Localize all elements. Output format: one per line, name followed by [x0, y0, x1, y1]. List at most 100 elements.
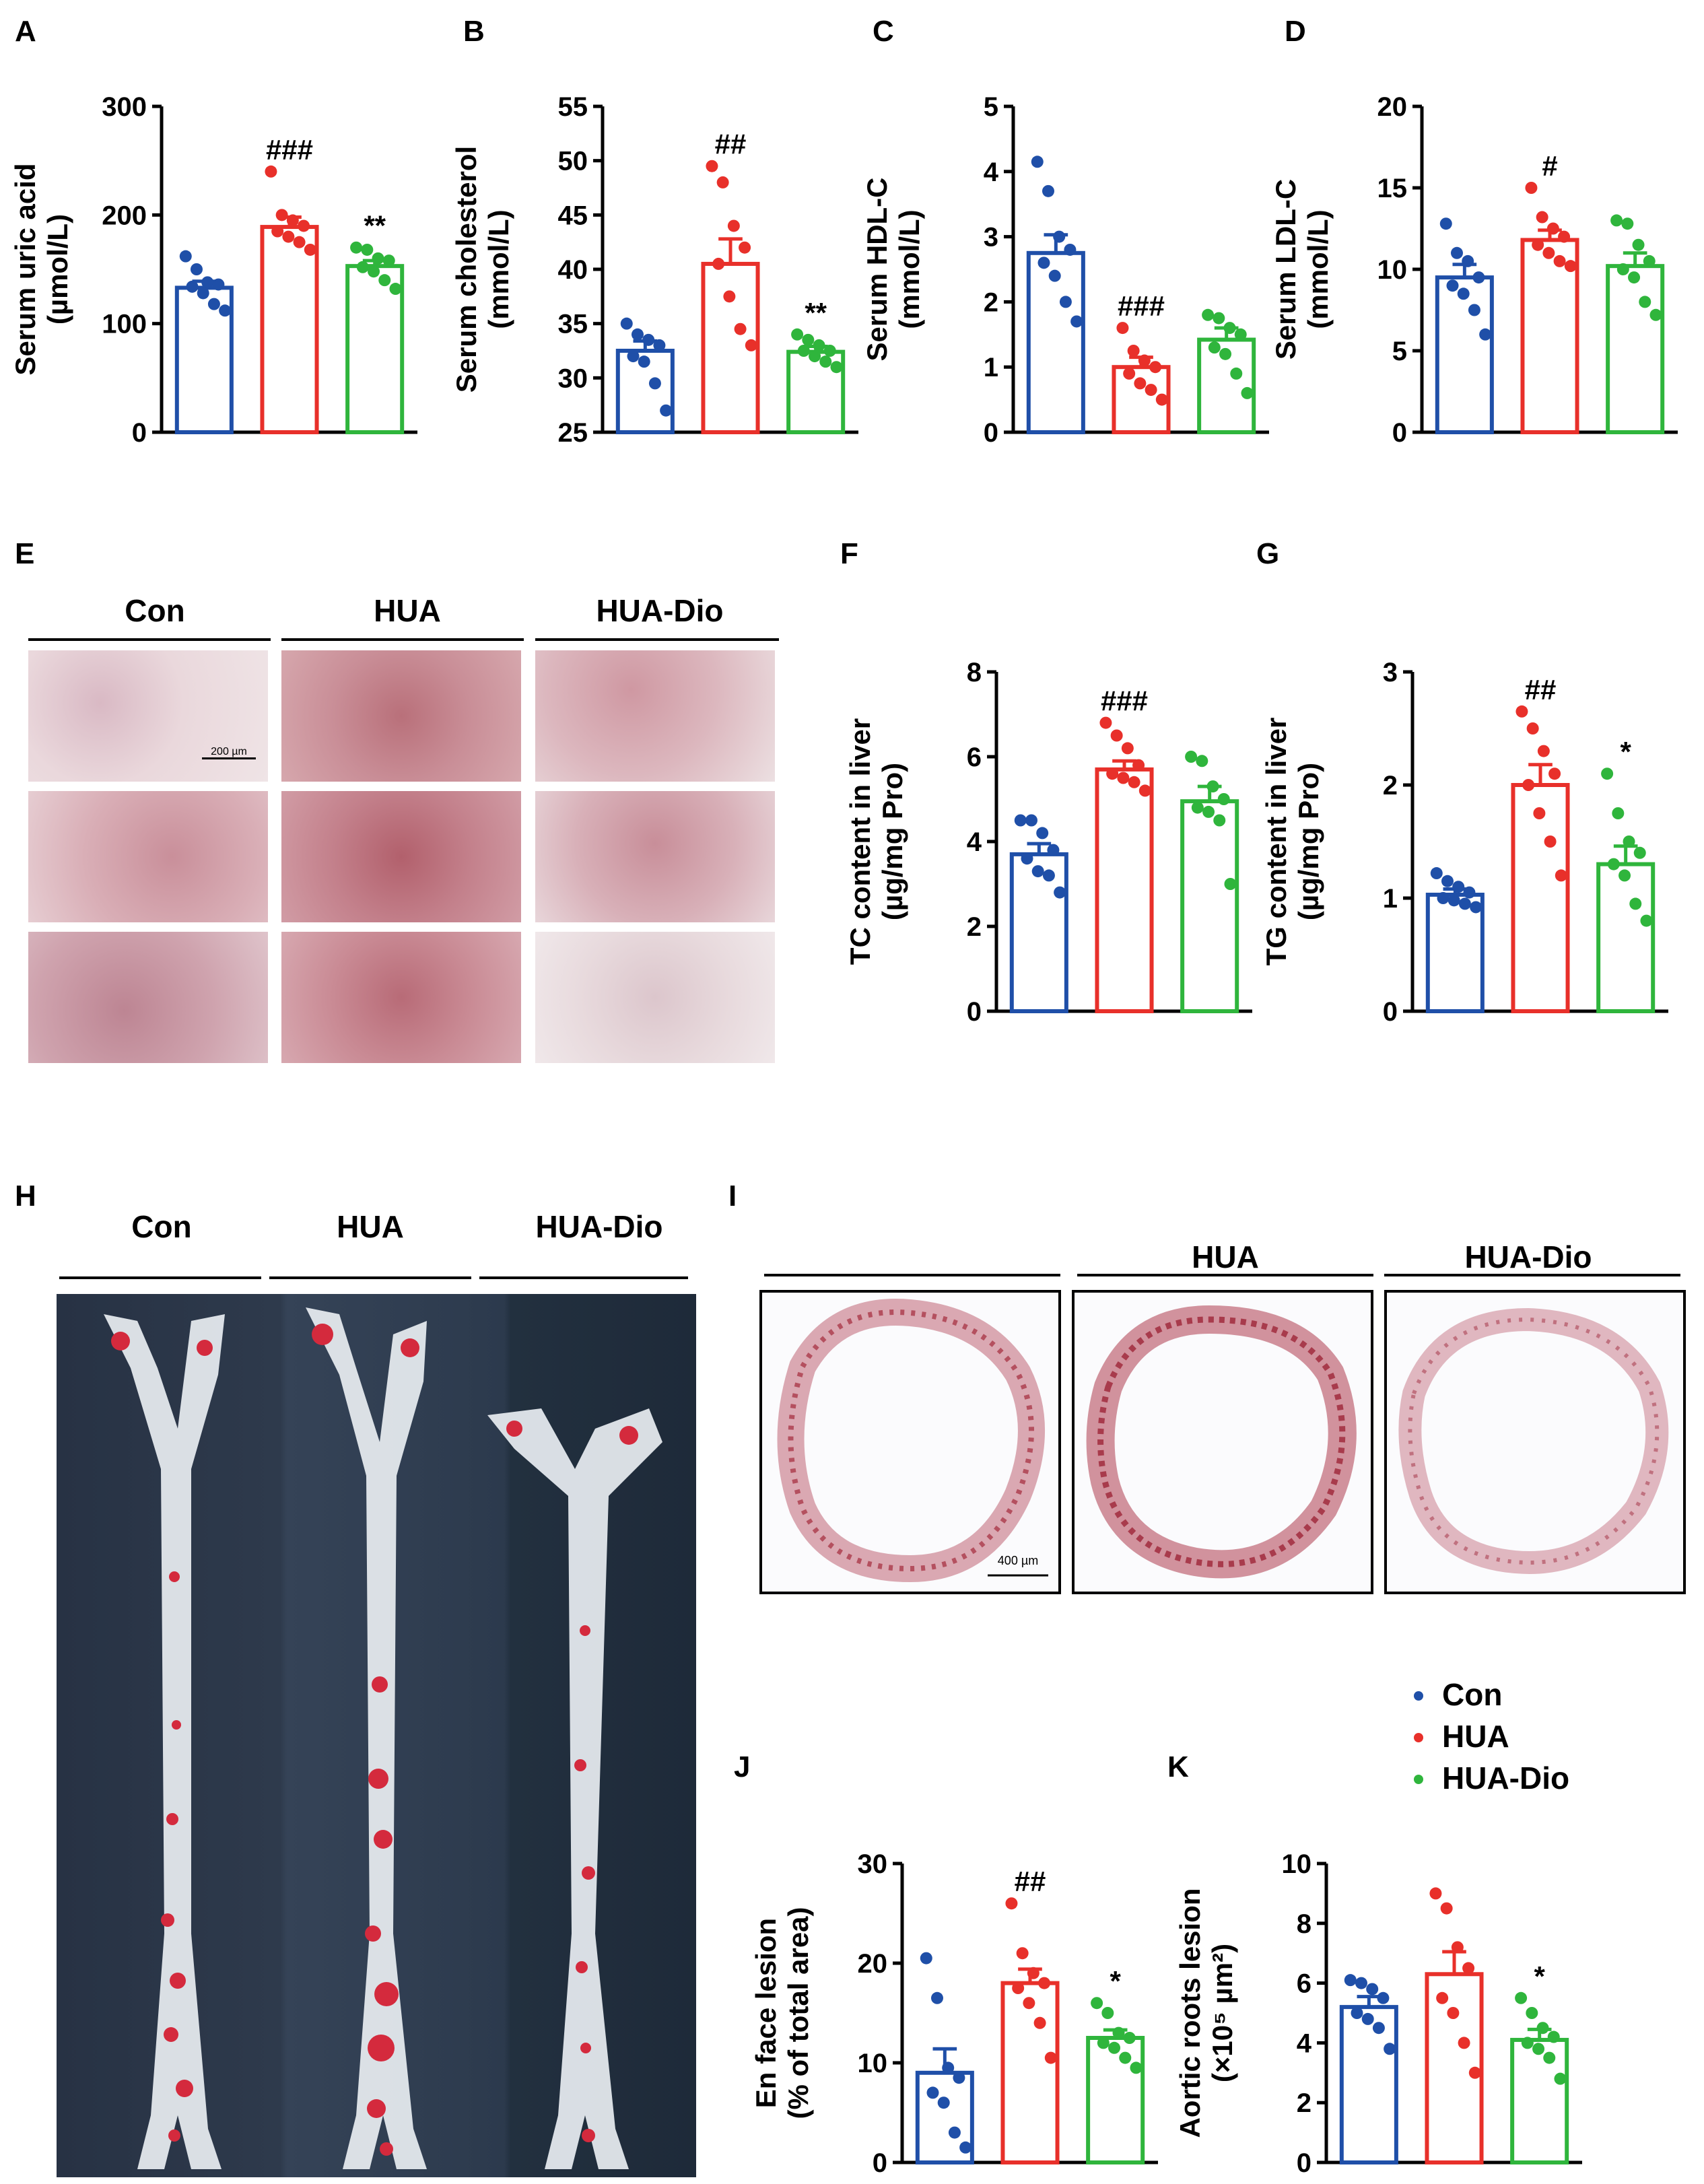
aorta-photo — [57, 1294, 696, 2177]
significance-j-2: * — [1110, 1965, 1121, 1997]
panel-e-rule-hua — [281, 638, 524, 641]
point-f-1-1 — [1110, 729, 1123, 742]
y-tick-label-b-5: 50 — [558, 147, 588, 176]
point-c-2-3 — [1234, 328, 1247, 341]
y-label-g-line2: (µg/mg Pro) — [1293, 763, 1324, 920]
y-label-f-line1: TC content in liver — [844, 718, 876, 965]
point-c-1-2 — [1138, 354, 1151, 367]
point-a-0-7 — [219, 304, 232, 317]
point-a-0-0 — [179, 250, 192, 263]
liver-section-hua-3 — [281, 932, 521, 1063]
y-tick-label-a-3: 300 — [102, 92, 147, 122]
y-label-j-line1: En face lesion — [750, 1918, 782, 2108]
panel-e-rule-con — [28, 638, 271, 641]
point-d-1-7 — [1564, 260, 1577, 273]
significance-c-1: ### — [1118, 290, 1165, 322]
point-d-0-3 — [1472, 271, 1485, 284]
point-g-1-0 — [1515, 705, 1528, 718]
point-g-0-7 — [1470, 901, 1483, 914]
significance-a-2: ** — [364, 210, 386, 242]
point-f-2-4 — [1191, 801, 1204, 814]
point-d-2-0 — [1610, 214, 1623, 227]
point-j-0-4 — [926, 2086, 939, 2099]
point-d-1-1 — [1536, 211, 1548, 224]
point-g-0-4 — [1437, 892, 1450, 904]
point-k-0-2 — [1366, 1983, 1379, 1995]
point-j-1-3 — [1038, 1977, 1051, 1989]
legend-dot-hua — [1414, 1733, 1423, 1742]
point-d-2-3 — [1643, 254, 1656, 267]
aorta-drawing — [104, 1307, 662, 2169]
point-j-0-2 — [942, 2061, 955, 2074]
legend: Con HUA HUA-Dio — [1414, 1676, 1629, 1811]
point-k-0-7 — [1384, 2043, 1396, 2055]
point-k-1-5 — [1447, 2007, 1460, 2019]
point-f-0-3 — [1047, 844, 1060, 856]
chart-j-en-face-lesion: 0 10 20 30 En face lesion (% of total area) ##… — [750, 1849, 1158, 2178]
legend-dot-con — [1414, 1691, 1423, 1701]
point-g-2-1 — [1612, 807, 1625, 819]
point-b-1-1 — [716, 176, 729, 189]
y-tick-label-a-2: 200 — [102, 201, 147, 230]
panel-letter-g: G — [1256, 537, 1280, 570]
y-tick-label-a-1: 100 — [102, 310, 147, 339]
point-k-2-2 — [1536, 2022, 1549, 2035]
significance-b-2: ** — [805, 297, 827, 329]
bar-f-0 — [1009, 852, 1068, 1013]
point-k-0-3 — [1377, 1991, 1390, 2004]
point-f-1-0 — [1099, 716, 1112, 729]
point-j-2-0 — [1091, 1997, 1103, 2010]
y-label-b-line1: Serum cholesterol — [450, 146, 482, 393]
point-k-2-3 — [1547, 2031, 1560, 2043]
point-k-2-4 — [1521, 2037, 1534, 2049]
point-k-2-5 — [1532, 2043, 1545, 2055]
point-b-1-0 — [706, 160, 718, 172]
panel-i-label-hua-dio: HUA-Dio — [1464, 1239, 1592, 1274]
point-d-1-4 — [1532, 238, 1544, 251]
point-c-2-6 — [1230, 367, 1243, 380]
panel-i-rule-hua — [1077, 1274, 1373, 1276]
point-g-2-6 — [1629, 897, 1642, 910]
panel-i-rule-hua-dio — [1384, 1274, 1680, 1276]
point-g-1-4 — [1522, 779, 1535, 791]
point-j-0-1 — [930, 1991, 943, 2004]
y-tick-label-g-3: 3 — [1383, 658, 1398, 687]
y-label-a-line2: (µmol/L) — [42, 214, 73, 325]
point-g-0-2 — [1452, 881, 1465, 893]
bar-k-1 — [1425, 1972, 1484, 2164]
y-tick-label-g-2: 2 — [1383, 771, 1398, 800]
y-label-d-line1: Serum LDL-C — [1270, 179, 1301, 360]
point-d-2-2 — [1632, 238, 1645, 251]
y-tick-label-f-1: 2 — [967, 912, 982, 942]
bar-a-1 — [260, 225, 319, 435]
point-d-2-4 — [1616, 263, 1629, 275]
point-j-0-0 — [920, 1952, 932, 1965]
panel-i-label-hua: HUA — [1192, 1239, 1259, 1274]
point-c-1-5 — [1134, 377, 1147, 390]
point-c-0-1 — [1042, 184, 1054, 197]
bar-j-1 — [1000, 1981, 1060, 2164]
y-tick-label-f-2: 4 — [967, 827, 982, 857]
liver-section-hua-2 — [281, 791, 521, 922]
point-c-0-2 — [1053, 230, 1066, 243]
point-c-0-5 — [1048, 269, 1061, 282]
panel-h-label-hua-dio: HUA-Dio — [535, 1209, 663, 1244]
y-tick-label-b-6: 55 — [558, 92, 588, 122]
point-b-2-3 — [823, 345, 836, 357]
point-a-0-6 — [207, 298, 220, 310]
point-f-0-6 — [1042, 869, 1055, 882]
significance-j-1: ## — [1015, 1866, 1046, 1897]
point-f-1-5 — [1117, 772, 1130, 784]
point-j-1-7 — [1044, 2051, 1057, 2064]
bar-d-0 — [1435, 275, 1494, 434]
point-b-0-7 — [660, 404, 673, 417]
point-j-2-1 — [1101, 2007, 1114, 2019]
bar-f-2 — [1180, 799, 1239, 1013]
point-c-1-0 — [1116, 322, 1129, 335]
point-k-1-6 — [1458, 2037, 1470, 2049]
point-k-0-5 — [1361, 2012, 1374, 2025]
point-k-1-7 — [1468, 2066, 1481, 2079]
point-f-0-5 — [1031, 865, 1044, 878]
point-g-1-6 — [1544, 835, 1557, 848]
panel-h-label-hua: HUA — [337, 1209, 404, 1244]
